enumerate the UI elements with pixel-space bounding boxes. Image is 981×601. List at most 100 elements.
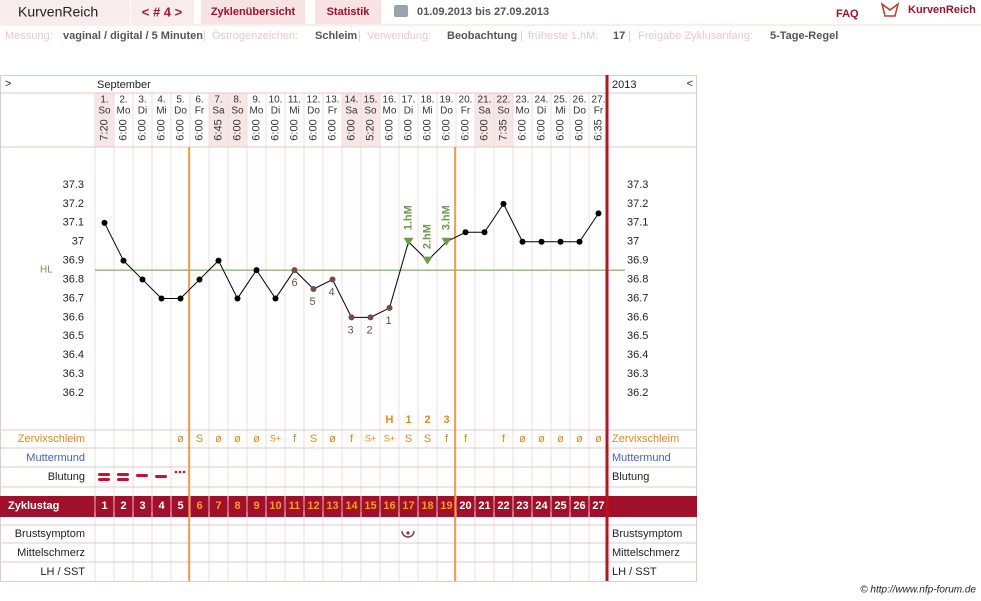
weekday: Sa: [478, 106, 491, 117]
cervix-sign: f: [293, 433, 297, 445]
nav-left[interactable]: >: [5, 78, 11, 90]
nav-right[interactable]: <: [687, 78, 693, 90]
cycle-day: 17: [402, 500, 414, 512]
hl-label: HL: [40, 265, 53, 276]
tab[interactable]: [315, 0, 381, 24]
cycle-day: 21: [478, 500, 490, 512]
cycle-day: 15: [364, 500, 376, 512]
weekday: Di: [138, 106, 147, 117]
measure-time: 6:00: [573, 119, 585, 140]
measure-time: 6:00: [326, 119, 338, 140]
y-tick-label-right: 36.8: [627, 273, 648, 285]
measure-time: 6:00: [155, 119, 167, 140]
tab-label[interactable]: Zyklenübersicht: [211, 6, 296, 18]
temperature-point: [253, 267, 260, 274]
weekday: Mi: [156, 106, 167, 117]
cycle-nav[interactable]: < # 4 >: [142, 4, 183, 19]
year: 2013: [612, 79, 636, 91]
temperature-point: [291, 267, 298, 274]
y-tick-label-right: 36.5: [627, 330, 648, 342]
nav-box[interactable]: [131, 0, 194, 24]
measure-time: 6:00: [345, 119, 357, 140]
row-label-right: Brustsymptom: [612, 528, 682, 540]
weekday: Fr: [328, 106, 338, 117]
cycle-day: 16: [383, 500, 395, 512]
hm-label: 3.hM: [440, 205, 452, 230]
cycle-day: 22: [497, 500, 509, 512]
date-range: 01.09.2013 bis 27.09.2013: [417, 6, 549, 18]
cycle-day: 4: [158, 500, 165, 512]
measure-time: 6:00: [459, 119, 471, 140]
cycle-day: 25: [554, 500, 566, 512]
weekday: Sa: [345, 106, 358, 117]
row-label: Muttermund: [26, 452, 85, 464]
row-label: Brustsymptom: [15, 528, 85, 540]
tab-label[interactable]: Statistik: [327, 6, 371, 18]
measure-time: 6:45: [212, 119, 224, 140]
y-tick-label-right: 36.2: [627, 387, 648, 399]
measure-time: 6:00: [421, 119, 433, 140]
weekday: Di: [404, 106, 413, 117]
peak-label: H: [386, 414, 394, 426]
cycle-band: [0, 496, 697, 517]
cycle-day: 2: [120, 500, 126, 512]
peak-label: 2: [424, 414, 430, 426]
info-label: Messung:: [5, 30, 53, 42]
cervix-sign: ø: [557, 433, 564, 445]
cycle-day: 10: [269, 500, 281, 512]
row-label-right: Mittelschmerz: [612, 547, 680, 559]
day-number: 23.: [516, 95, 530, 106]
day-number: 10.: [269, 95, 283, 106]
temperature-point: [519, 238, 526, 245]
cycle-day: 14: [345, 500, 358, 512]
logo: KurvenReich: [908, 4, 976, 16]
cervix-sign: ø: [177, 433, 184, 445]
tab[interactable]: [201, 0, 305, 24]
temperature-point: [500, 200, 507, 207]
cycle-day: 23: [516, 500, 528, 512]
hm-marker: [441, 237, 452, 246]
measure-time: 6:00: [307, 119, 319, 140]
measure-time: 6:00: [554, 119, 566, 140]
print-icon[interactable]: [394, 5, 408, 17]
weekday: So: [98, 106, 111, 117]
weekday: So: [231, 106, 244, 117]
day-number: 24.: [535, 95, 549, 106]
info-sep: |: [358, 30, 361, 42]
weekday: Mi: [555, 106, 566, 117]
temperature-point: [386, 304, 393, 311]
y-tick-label-right: 37.3: [627, 179, 648, 191]
measure-time: 6:00: [231, 119, 243, 140]
temperature-point: [215, 257, 222, 264]
weekday: So: [364, 106, 377, 117]
temperature-point: [557, 238, 564, 245]
y-tick-label: 36.9: [63, 255, 84, 267]
info-label: Freigabe Zyklusanfang:: [638, 30, 753, 42]
cervix-sign: f: [445, 433, 449, 445]
y-tick-label: 37.3: [63, 179, 84, 191]
faq-link[interactable]: FAQ: [836, 8, 859, 20]
y-tick-label: 36.2: [63, 387, 84, 399]
y-tick-label: 37.1: [63, 217, 84, 229]
brand-box: [0, 0, 130, 24]
day-number: 6.: [195, 95, 203, 106]
measure-time: 6:00: [250, 119, 262, 140]
day-number: 14.: [345, 95, 359, 106]
day-number: 16.: [383, 95, 397, 106]
cervix-sign: f: [464, 433, 468, 445]
cervix-sign: S+: [384, 433, 395, 443]
row-label-right: Muttermund: [612, 452, 671, 464]
cervix-sign: S+: [365, 433, 376, 443]
cervix-sign: S: [310, 433, 317, 445]
info-label: Östrogenzeichen:: [212, 30, 298, 42]
cervix-sign: S: [405, 433, 412, 445]
hm-label: 1.hM: [402, 205, 414, 230]
day-number: 5.: [176, 95, 184, 106]
cervix-sign: ø: [576, 433, 583, 445]
day-number: 27.: [592, 95, 606, 106]
cycle-day: 20: [459, 500, 471, 512]
weekday: Do: [307, 106, 320, 117]
measure-time: 6:00: [288, 119, 300, 140]
measure-time: 7:35: [497, 119, 509, 140]
